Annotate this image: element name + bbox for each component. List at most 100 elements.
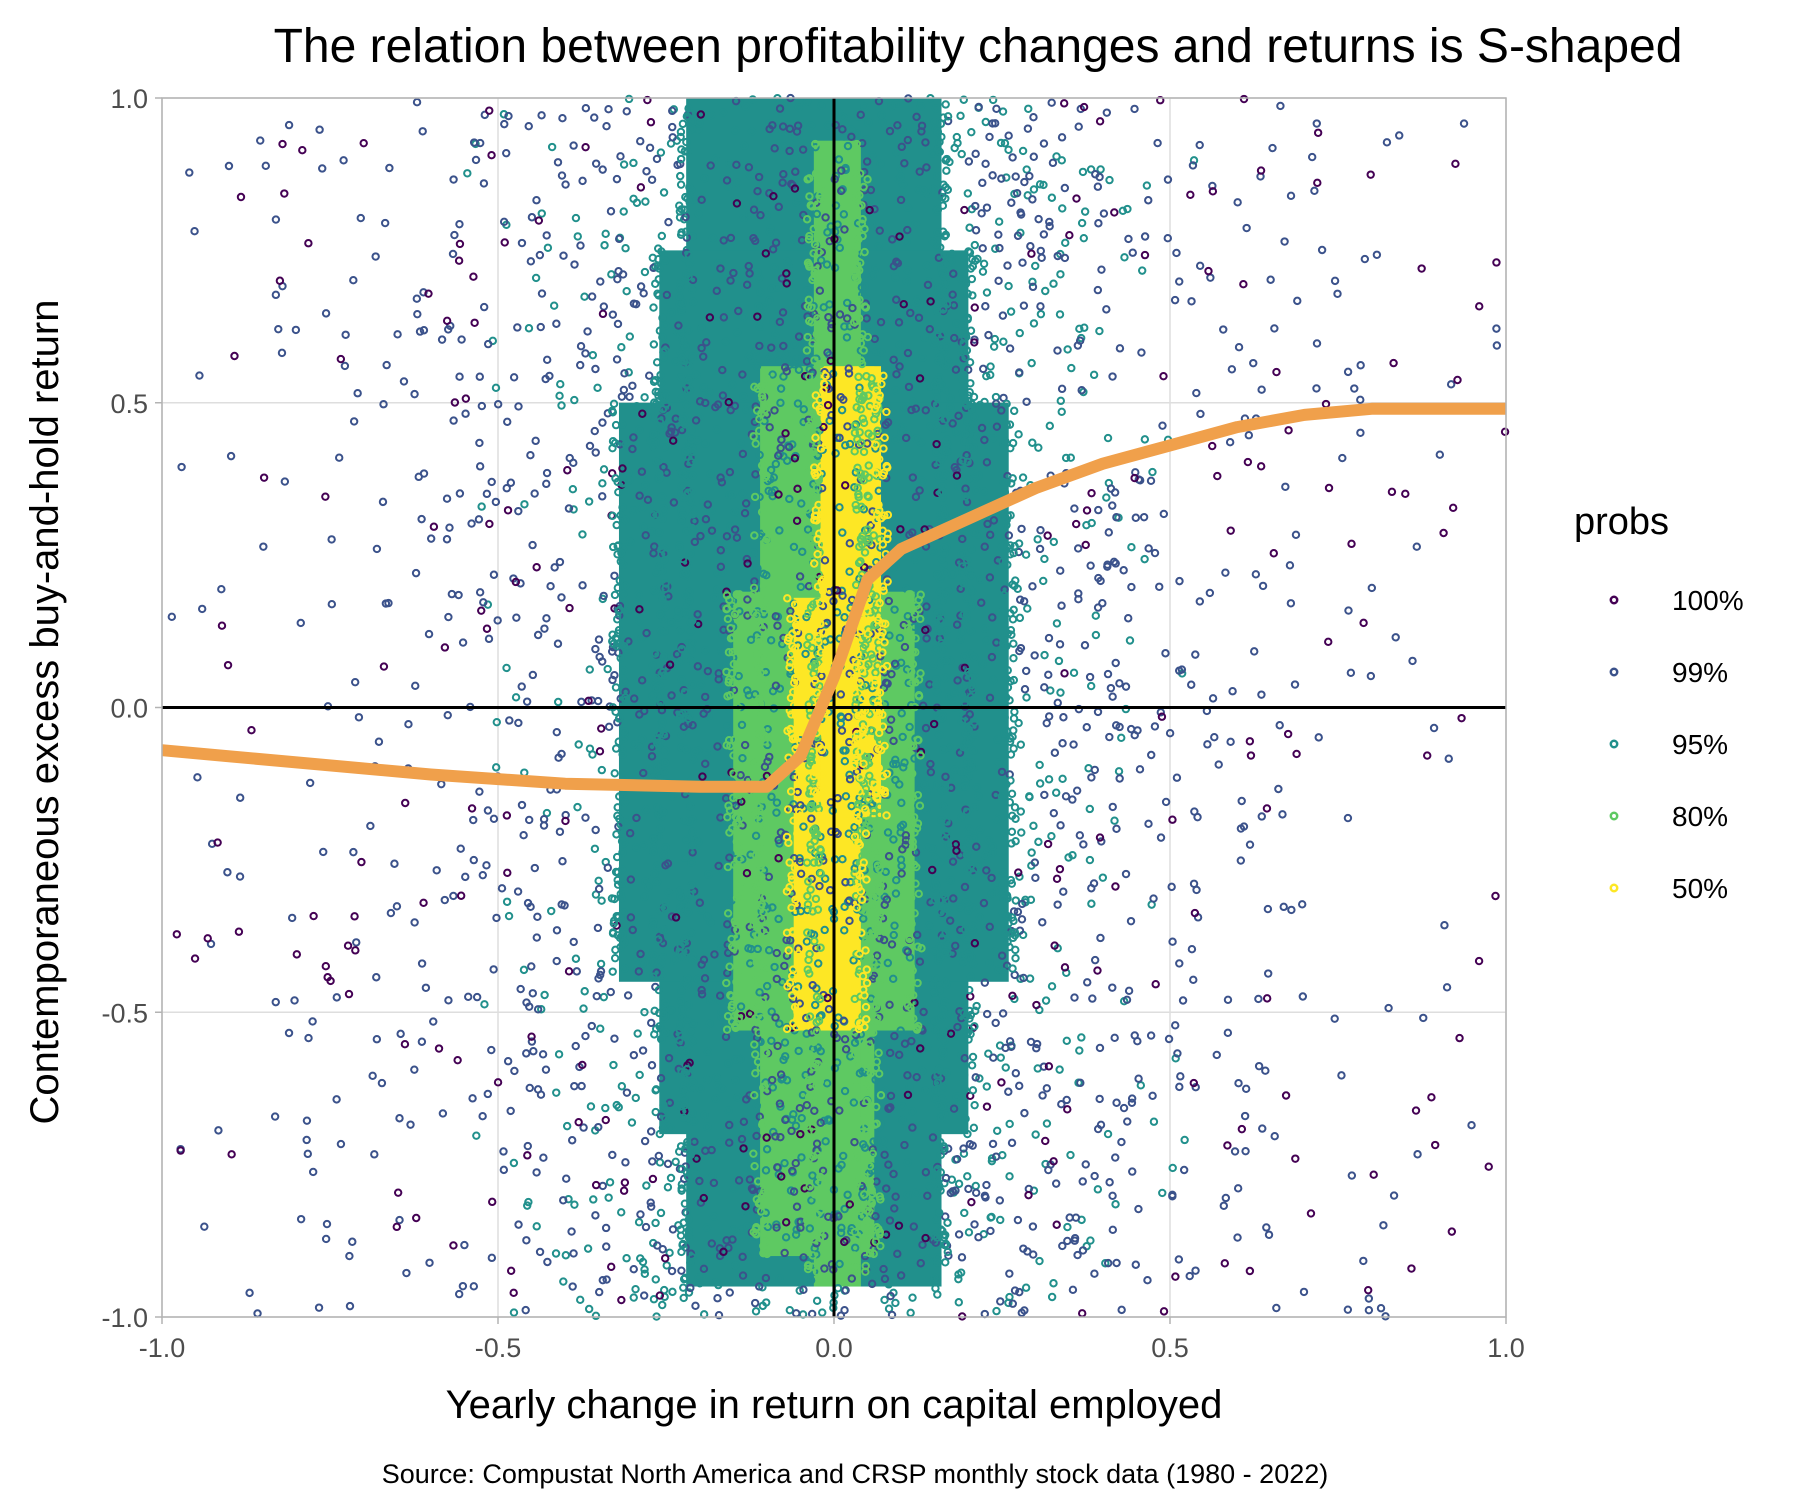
scatter-point bbox=[1045, 421, 1055, 431]
scatter-point bbox=[413, 309, 422, 319]
scatter-point bbox=[1069, 668, 1079, 678]
scatter-point bbox=[873, 1014, 882, 1023]
scatter-point bbox=[991, 1152, 1001, 1161]
scatter-point bbox=[1246, 751, 1256, 760]
scatter-point bbox=[475, 372, 484, 381]
scatter-point bbox=[406, 1120, 415, 1129]
scatter-point bbox=[668, 1287, 677, 1297]
scatter-point bbox=[899, 300, 908, 309]
scatter-point bbox=[568, 484, 578, 494]
scatter-point bbox=[904, 926, 913, 935]
scatter-point bbox=[638, 1046, 648, 1055]
scatter-point bbox=[881, 1086, 890, 1096]
scatter-point bbox=[1159, 1307, 1169, 1316]
scatter-point bbox=[1128, 248, 1137, 257]
scatter-point bbox=[236, 192, 246, 202]
scatter-point bbox=[502, 897, 512, 906]
scatter-point bbox=[1044, 712, 1054, 721]
scatter-point bbox=[809, 224, 818, 234]
scatter-point bbox=[1053, 251, 1062, 261]
scatter-point bbox=[942, 154, 952, 164]
scatter-point bbox=[602, 121, 611, 131]
scatter-point bbox=[657, 231, 667, 241]
scatter-point bbox=[1176, 1072, 1185, 1081]
scatter-point bbox=[1121, 704, 1131, 714]
scatter-point bbox=[682, 137, 691, 147]
scatter-point bbox=[1075, 831, 1085, 840]
scatter-point bbox=[650, 869, 659, 879]
scatter-point bbox=[648, 1157, 657, 1166]
scatter-point bbox=[841, 878, 850, 887]
scatter-point bbox=[956, 930, 965, 939]
scatter-point bbox=[725, 1138, 734, 1147]
scatter-point bbox=[812, 209, 822, 219]
scatter-point bbox=[632, 843, 641, 852]
scatter-point bbox=[1055, 640, 1065, 649]
scatter-point bbox=[739, 1144, 748, 1153]
scatter-point bbox=[753, 186, 762, 196]
scatter-point bbox=[873, 861, 883, 870]
scatter-point bbox=[874, 920, 883, 929]
scatter-point bbox=[885, 1216, 895, 1225]
scatter-point bbox=[959, 253, 969, 262]
scatter-point bbox=[969, 746, 978, 756]
scatter-point bbox=[542, 614, 551, 623]
scatter-point bbox=[1060, 963, 1070, 972]
scatter-point bbox=[775, 317, 785, 327]
scatter-point bbox=[731, 126, 740, 135]
scatter-point bbox=[901, 840, 910, 850]
scatter-point bbox=[728, 647, 737, 657]
scatter-point bbox=[1044, 775, 1054, 784]
scatter-point bbox=[1097, 265, 1106, 274]
scatter-point bbox=[860, 548, 870, 557]
scatter-point bbox=[770, 406, 779, 415]
scatter-point bbox=[969, 869, 978, 879]
scatter-point bbox=[643, 95, 652, 105]
scatter-point bbox=[781, 429, 790, 438]
scatter-point bbox=[601, 1115, 610, 1125]
scatter-point bbox=[687, 425, 696, 435]
scatter-point bbox=[578, 176, 587, 186]
scatter-point bbox=[771, 612, 780, 621]
scatter-point bbox=[390, 859, 399, 868]
scatter-point bbox=[1122, 995, 1132, 1004]
scatter-point bbox=[676, 132, 685, 142]
scatter-point bbox=[870, 414, 879, 424]
scatter-point bbox=[1298, 900, 1307, 909]
scatter-point bbox=[848, 303, 857, 313]
scatter-point bbox=[1016, 595, 1025, 604]
scatter-point bbox=[940, 510, 949, 519]
scatter-point bbox=[960, 1208, 969, 1218]
scatter-point bbox=[619, 839, 629, 848]
scatter-point bbox=[629, 740, 638, 749]
scatter-point bbox=[732, 977, 741, 987]
scatter-point bbox=[799, 822, 808, 831]
scatter-point bbox=[1027, 249, 1036, 258]
scatter-point bbox=[359, 138, 368, 148]
scatter-point bbox=[969, 443, 978, 452]
scatter-point bbox=[647, 1061, 657, 1070]
scatter-point bbox=[528, 540, 537, 550]
scatter-point bbox=[935, 986, 944, 995]
scatter-point bbox=[954, 1230, 964, 1239]
scatter-point bbox=[817, 248, 827, 257]
scatter-point bbox=[970, 718, 979, 727]
scatter-point bbox=[789, 153, 799, 162]
scatter-point bbox=[1108, 501, 1117, 510]
scatter-point bbox=[555, 557, 565, 567]
scatter-point bbox=[421, 983, 431, 992]
scatter-point bbox=[619, 207, 628, 216]
scatter-point bbox=[891, 147, 901, 157]
scatter-point bbox=[542, 479, 551, 489]
scatter-point bbox=[697, 906, 706, 915]
scatter-point bbox=[893, 1249, 902, 1259]
scatter-point bbox=[1171, 1021, 1180, 1030]
scatter-point bbox=[678, 469, 688, 479]
scatter-point bbox=[876, 908, 885, 917]
scatter-point bbox=[774, 202, 783, 212]
scatter-point bbox=[370, 1150, 379, 1159]
scatter-point bbox=[957, 275, 966, 284]
scatter-point bbox=[840, 902, 849, 912]
scatter-point bbox=[536, 1090, 546, 1099]
scatter-point bbox=[810, 356, 819, 365]
